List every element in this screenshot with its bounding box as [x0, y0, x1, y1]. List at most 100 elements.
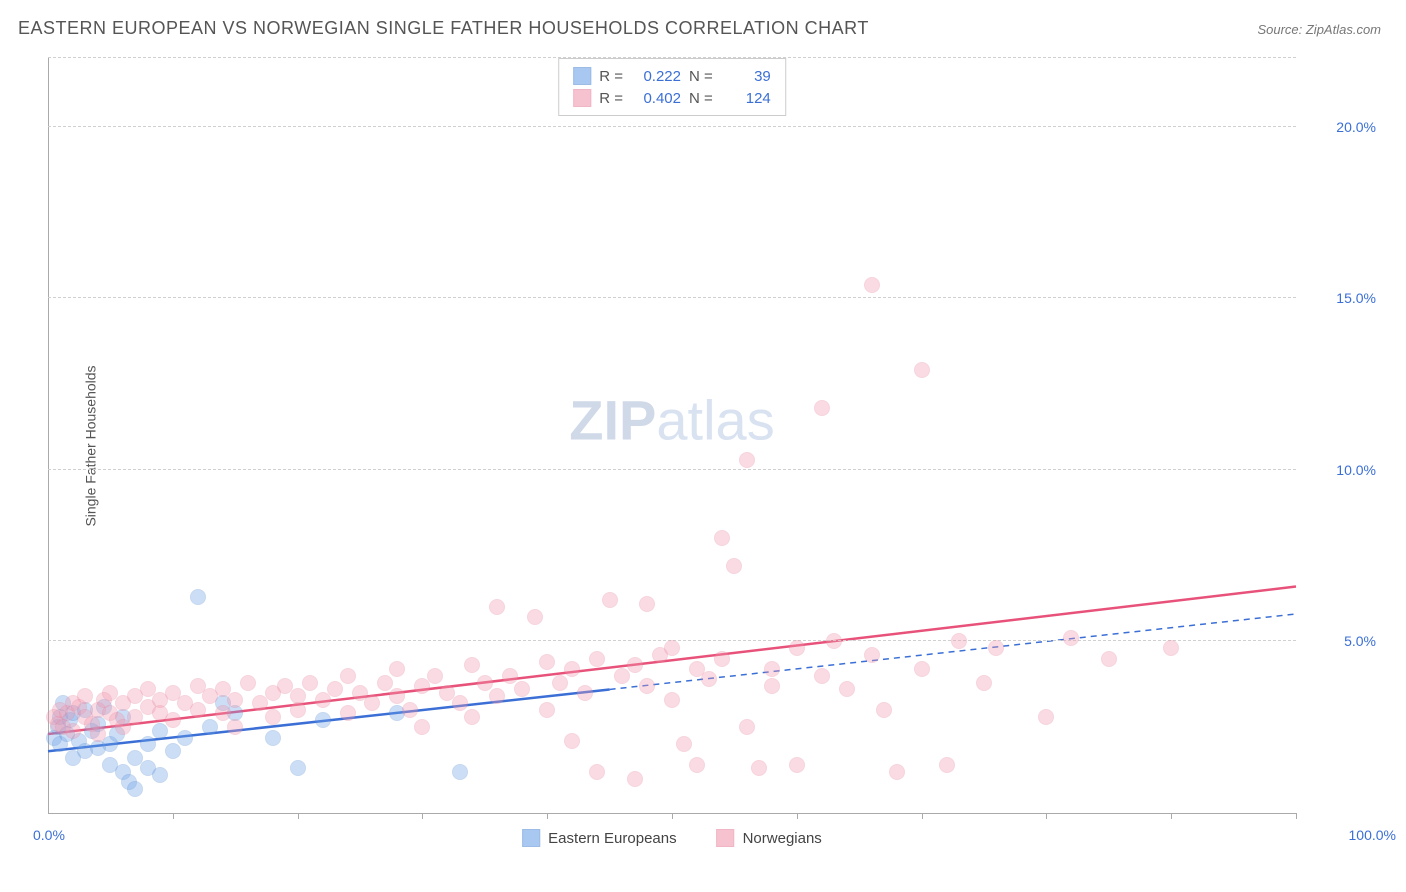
chart-container: EASTERN EUROPEAN VS NORWEGIAN SINGLE FAT… — [0, 0, 1406, 892]
data-point — [814, 400, 830, 416]
data-point — [714, 530, 730, 546]
x-tick — [547, 813, 548, 819]
data-point — [914, 362, 930, 378]
data-point — [290, 702, 306, 718]
data-point — [464, 709, 480, 725]
data-point — [739, 719, 755, 735]
data-point — [539, 702, 555, 718]
data-point — [577, 685, 593, 701]
x-tick — [173, 813, 174, 819]
x-tick — [672, 813, 673, 819]
data-point — [152, 767, 168, 783]
legend-label-2: Norwegians — [743, 830, 822, 847]
data-point — [127, 781, 143, 797]
data-point — [389, 688, 405, 704]
data-point — [539, 654, 555, 670]
data-point — [639, 678, 655, 694]
data-point — [165, 743, 181, 759]
data-point — [327, 681, 343, 697]
data-point — [826, 633, 842, 649]
data-point — [739, 452, 755, 468]
y-tick-label: 15.0% — [1306, 290, 1376, 306]
data-point — [1038, 709, 1054, 725]
x-axis-max-label: 100.0% — [1349, 827, 1396, 843]
data-point — [477, 675, 493, 691]
data-point — [764, 661, 780, 677]
data-point — [452, 764, 468, 780]
x-tick — [1046, 813, 1047, 819]
data-point — [452, 695, 468, 711]
data-point — [302, 675, 318, 691]
data-point — [290, 760, 306, 776]
data-point — [589, 651, 605, 667]
data-point — [265, 709, 281, 725]
grid-line — [48, 469, 1296, 470]
data-point — [639, 596, 655, 612]
grid-line — [48, 297, 1296, 298]
data-point — [1101, 651, 1117, 667]
data-point — [364, 695, 380, 711]
data-point — [514, 681, 530, 697]
data-point — [527, 609, 543, 625]
grid-line — [48, 57, 1296, 58]
data-point — [1063, 630, 1079, 646]
data-point — [315, 712, 331, 728]
data-point — [988, 640, 1004, 656]
chart-title: EASTERN EUROPEAN VS NORWEGIAN SINGLE FAT… — [18, 18, 869, 39]
data-point — [489, 599, 505, 615]
data-point — [215, 705, 231, 721]
data-point — [227, 719, 243, 735]
data-point — [552, 675, 568, 691]
data-point — [265, 730, 281, 746]
plot-area: ZIPatlas R = 0.222 N = 39 R = 0.402 N = … — [48, 58, 1296, 814]
data-point — [340, 668, 356, 684]
data-point — [627, 657, 643, 673]
data-point — [227, 692, 243, 708]
x-tick — [922, 813, 923, 819]
data-point — [240, 675, 256, 691]
data-point — [627, 771, 643, 787]
y-tick-label: 20.0% — [1306, 119, 1376, 135]
data-point — [564, 661, 580, 677]
grid-line — [48, 126, 1296, 127]
data-point — [976, 675, 992, 691]
data-point — [190, 589, 206, 605]
data-point — [751, 760, 767, 776]
x-tick — [298, 813, 299, 819]
legend-swatch-1 — [522, 829, 540, 847]
data-point — [876, 702, 892, 718]
data-point — [402, 702, 418, 718]
data-point — [602, 592, 618, 608]
data-point — [140, 736, 156, 752]
source-attribution: Source: ZipAtlas.com — [1257, 22, 1381, 37]
data-point — [90, 726, 106, 742]
data-point — [65, 723, 81, 739]
data-point — [564, 733, 580, 749]
data-point — [202, 719, 218, 735]
data-point — [814, 668, 830, 684]
data-point — [489, 688, 505, 704]
data-point — [502, 668, 518, 684]
data-point — [764, 678, 780, 694]
data-point — [340, 705, 356, 721]
data-point — [714, 651, 730, 667]
data-point — [864, 647, 880, 663]
data-point — [951, 633, 967, 649]
legend-label-1: Eastern Europeans — [548, 830, 676, 847]
data-point — [427, 668, 443, 684]
data-point — [1163, 640, 1179, 656]
legend-swatch-2 — [717, 829, 735, 847]
data-point — [589, 764, 605, 780]
data-point — [464, 657, 480, 673]
data-point — [389, 661, 405, 677]
data-point — [664, 640, 680, 656]
legend-item-2: Norwegians — [717, 829, 822, 847]
data-point — [701, 671, 717, 687]
x-tick — [1171, 813, 1172, 819]
data-point — [726, 558, 742, 574]
data-point — [77, 688, 93, 704]
x-tick — [797, 813, 798, 819]
data-point — [190, 702, 206, 718]
legend: Eastern Europeans Norwegians — [522, 829, 822, 847]
x-tick — [1296, 813, 1297, 819]
